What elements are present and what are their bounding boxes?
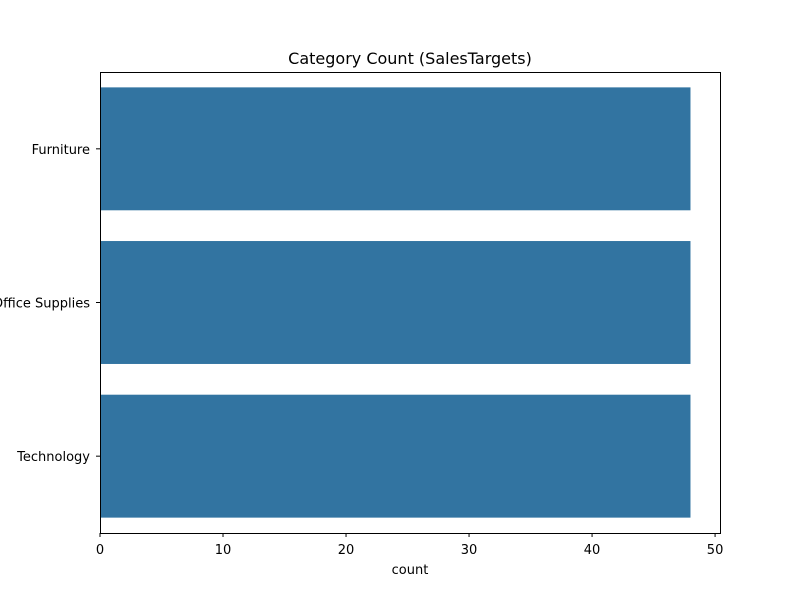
x-tick-label: 10 (215, 543, 232, 558)
bar-office-supplies (100, 241, 691, 364)
x-axis-label: count (392, 563, 429, 578)
x-tick-label: 20 (338, 543, 355, 558)
x-tick-label: 50 (707, 543, 724, 558)
x-axis-ticks: 0 10 20 30 40 50 (96, 533, 723, 558)
y-tick-label: Furniture (32, 143, 90, 158)
x-tick-label: 40 (584, 543, 601, 558)
bars-group (100, 87, 691, 518)
x-tick-label: 30 (461, 543, 478, 558)
bar-furniture (100, 87, 691, 211)
y-tick-label: Office Supplies (0, 297, 90, 312)
x-tick-label: 0 (96, 543, 104, 558)
chart-title: Category Count (SalesTargets) (288, 49, 532, 68)
y-tick-label: Technology (16, 450, 90, 465)
y-axis-ticks: Furniture Office Supplies Technology (0, 143, 100, 465)
bar-technology (100, 394, 691, 518)
plot-frame (100, 72, 721, 534)
